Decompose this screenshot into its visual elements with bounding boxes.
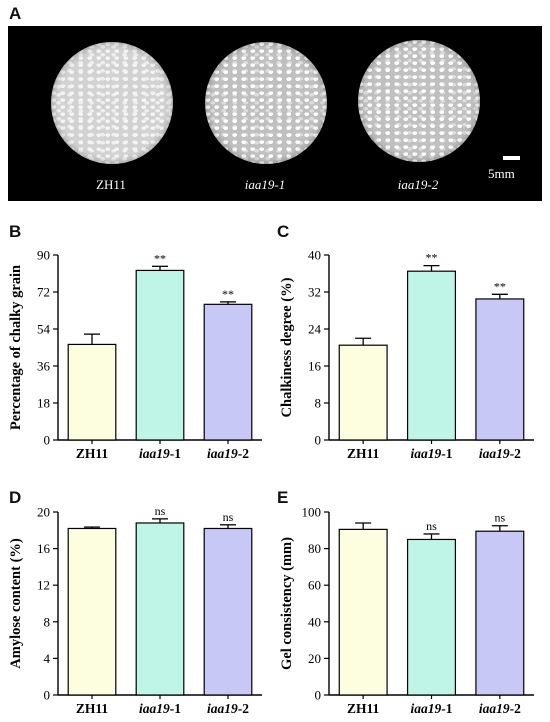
y-tick-label: 60 <box>308 578 321 593</box>
y-tick-label: 24 <box>308 322 322 337</box>
x-tick-label-iaa19-1: iaa19-1 <box>139 446 181 461</box>
significance-label-iaa19-2: ns <box>223 510 234 524</box>
y-axis-label: Percentage of chalky grain <box>8 265 24 430</box>
bar-iaa19-2 <box>203 303 253 441</box>
y-tick-label: 20 <box>308 651 321 666</box>
significance-label-iaa19-1: ** <box>154 251 166 265</box>
chart-chalkiness-degree: 0 8 16 24 32 40 Chalkiness degree (%) ZH11 ** iaa… <box>279 248 534 461</box>
y-tick-label: 16 <box>37 541 51 556</box>
panel-letter-b: B <box>9 222 22 241</box>
y-tick-label: 32 <box>308 285 321 300</box>
scale-bar <box>503 156 520 160</box>
y-axis-label: Gel consistency (mm) <box>279 537 295 670</box>
significance-label-iaa19-1: ns <box>155 504 166 518</box>
bar-iaa19-2 <box>475 298 525 441</box>
bar-iaa19-1 <box>406 538 457 696</box>
chart-amylose-content: 0 4 8 12 16 20 Amylose content (%) ZH11 ns iaa19-… <box>8 504 262 716</box>
grain-circle-zh11 <box>51 42 173 164</box>
grain-circle-iaa19-1 <box>205 42 327 164</box>
panel-letter-c: C <box>277 222 290 241</box>
y-tick-label: 20 <box>37 505 50 520</box>
y-tick-label: 8 <box>44 614 51 629</box>
y-axis-label: Amylose content (%) <box>8 538 24 669</box>
x-tick-label-iaa19-2: iaa19-2 <box>207 701 249 716</box>
y-tick-label: 40 <box>308 248 321 263</box>
bar-zh11 <box>338 344 388 441</box>
y-tick-label: 0 <box>315 688 322 703</box>
panel-letter-d: D <box>9 488 22 507</box>
scale-label: 5mm <box>488 166 515 181</box>
significance-label-iaa19-1: ** <box>426 251 438 265</box>
y-tick-label: 16 <box>308 359 322 374</box>
photo-label-iaa19-1: iaa19-1 <box>244 177 286 192</box>
x-tick-label-iaa19-2: iaa19-2 <box>479 446 521 461</box>
y-tick-label: 80 <box>308 541 321 556</box>
x-tick-label-zh11: ZH11 <box>347 446 380 461</box>
y-tick-label: 8 <box>315 396 322 411</box>
x-tick-label-zh11: ZH11 <box>347 701 380 716</box>
y-tick-label: 36 <box>37 359 51 374</box>
bar-zh11 <box>67 343 117 441</box>
bar-zh11 <box>67 527 117 696</box>
y-tick-label: 0 <box>315 433 322 448</box>
significance-label-iaa19-2: ** <box>494 279 506 293</box>
x-tick-label-iaa19-1: iaa19-1 <box>410 701 452 716</box>
y-tick-label: 4 <box>44 651 51 666</box>
y-tick-label: 54 <box>37 322 51 337</box>
chart-gel-consistency: 0 20 40 60 80 100 Gel consistency (mm) ZH11 ns ia… <box>279 505 534 716</box>
y-tick-label: 72 <box>37 285 50 300</box>
photo-label-zh11: ZH11 <box>96 177 126 192</box>
x-tick-label-zh11: ZH11 <box>76 701 109 716</box>
y-tick-label: 100 <box>302 505 322 520</box>
x-tick-label-iaa19-2: iaa19-2 <box>207 446 249 461</box>
panel-letter-a: A <box>9 4 22 23</box>
bar-iaa19-2 <box>203 527 253 696</box>
y-tick-label: 0 <box>44 433 51 448</box>
significance-label-iaa19-1: ns <box>426 519 437 533</box>
photo-label-iaa19-2: iaa19-2 <box>397 177 439 192</box>
bar-iaa19-1 <box>135 269 185 441</box>
bar-iaa19-1 <box>135 522 185 696</box>
y-tick-label: 40 <box>308 614 321 629</box>
x-tick-label-iaa19-2: iaa19-2 <box>479 701 521 716</box>
bar-zh11 <box>338 528 388 696</box>
bar-iaa19-1 <box>406 270 457 441</box>
grain-circle-iaa19-2 <box>358 40 480 162</box>
x-tick-label-iaa19-1: iaa19-1 <box>410 446 452 461</box>
y-tick-label: 0 <box>44 688 51 703</box>
x-tick-label-zh11: ZH11 <box>76 446 109 461</box>
y-tick-label: 18 <box>37 396 50 411</box>
bar-iaa19-2 <box>475 530 525 696</box>
y-tick-label: 90 <box>37 248 50 263</box>
significance-label-iaa19-2: ns <box>494 511 505 525</box>
panel-letter-e: E <box>277 488 289 507</box>
y-axis-label: Chalkiness degree (%) <box>279 277 295 417</box>
significance-label-iaa19-2: ** <box>222 287 234 301</box>
y-tick-label: 12 <box>37 578 50 593</box>
x-tick-label-iaa19-1: iaa19-1 <box>139 701 181 716</box>
grain-photo: ZH11 iaa19-1 iaa19-2 5mm <box>8 26 542 201</box>
chart-percentage-chalky-grain: 0 18 36 54 72 90 Percentage of chalky grain ZH1… <box>8 248 262 461</box>
